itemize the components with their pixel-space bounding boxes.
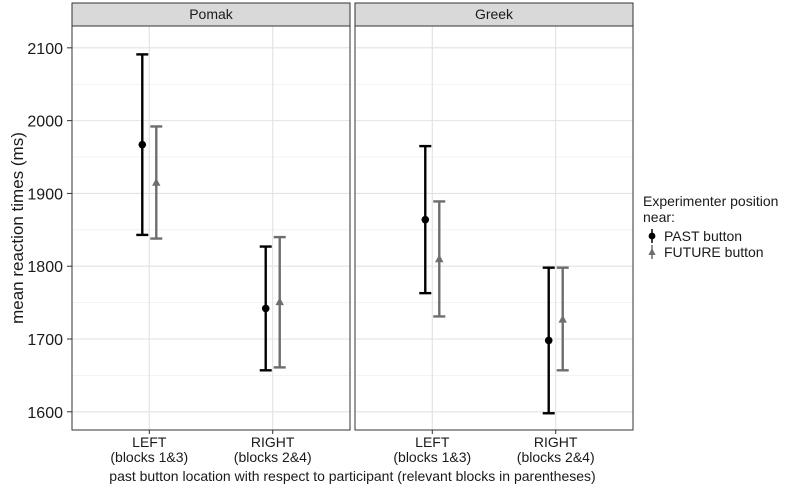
- x-tick-label: LEFT: [132, 434, 167, 450]
- facet-title: Pomak: [189, 6, 234, 22]
- x-tick-label: RIGHT: [251, 434, 295, 450]
- mean-point-triangle: [558, 314, 567, 323]
- y-tick-label: 1800: [27, 259, 63, 276]
- error-bar-future: [150, 125, 163, 240]
- y-tick-label: 1700: [27, 332, 63, 349]
- facet-title: Greek: [475, 6, 514, 22]
- triangle-marker-icon: [645, 245, 659, 259]
- y-tick-label: 2000: [27, 114, 63, 131]
- error-bar-past: [542, 266, 555, 415]
- x-tick-sublabel: (blocks 1&3): [393, 449, 471, 465]
- error-bar-future: [556, 266, 569, 372]
- mean-point-circle: [544, 336, 553, 345]
- error-bar-past: [419, 144, 432, 295]
- legend: Experimenter position near: PAST button …: [643, 193, 802, 260]
- x-tick-sublabel: (blocks 2&4): [234, 449, 312, 465]
- mean-point-circle: [138, 140, 147, 149]
- circle-marker-icon: [645, 229, 659, 243]
- legend-item-past: PAST button: [643, 228, 802, 244]
- error-bar-past: [259, 245, 272, 372]
- legend-title: Experimenter position near:: [643, 193, 802, 225]
- y-tick-label: 1600: [27, 405, 63, 422]
- legend-title-line-1: Experimenter position: [643, 193, 779, 209]
- x-tick-sublabel: (blocks 2&4): [517, 449, 595, 465]
- error-bar-past: [136, 53, 149, 237]
- panel-border: [71, 25, 351, 431]
- mean-point-triangle: [152, 178, 161, 186]
- error-bar-future: [273, 235, 286, 369]
- error-bar-future: [433, 200, 446, 318]
- legend-title-line-2: near:: [643, 209, 675, 225]
- mean-point-triangle: [275, 297, 284, 306]
- x-tick-sublabel: (blocks 1&3): [110, 449, 188, 465]
- mean-point-circle: [421, 215, 430, 224]
- x-axis-title: past button location with respect to par…: [109, 468, 595, 484]
- panel-border: [354, 25, 634, 431]
- y-tick-label: 2100: [27, 41, 63, 58]
- x-tick-label: LEFT: [415, 434, 450, 450]
- panel-pomak: Pomak LEFT(blocks 1&3) RIGHT(blocks 2&4): [71, 2, 351, 465]
- y-axis-title: mean reaction times (ms): [8, 132, 27, 324]
- y-tick-label: 1900: [27, 186, 63, 203]
- mean-point-triangle: [435, 254, 444, 263]
- legend-item-future: FUTURE button: [643, 244, 802, 260]
- legend-label-future: FUTURE button: [664, 244, 764, 260]
- legend-label-past: PAST button: [664, 228, 743, 244]
- panel-greek: Greek LEFT(blocks 1&3) RIGHT(blocks 2&4): [354, 2, 634, 465]
- mean-point-circle: [261, 304, 270, 313]
- x-tick-label: RIGHT: [534, 434, 578, 450]
